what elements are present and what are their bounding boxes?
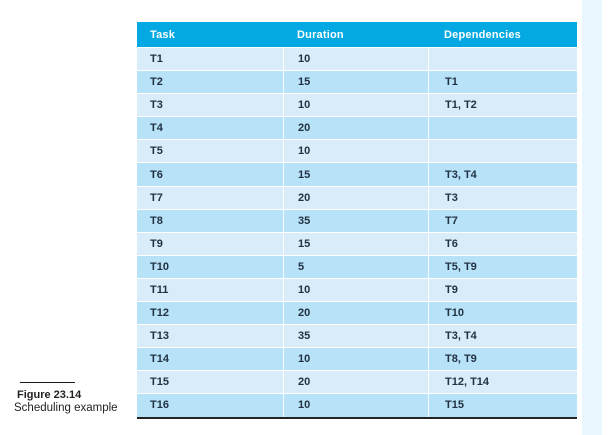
cell-dependencies: T5, T9 xyxy=(428,255,577,278)
table-row: T10 5 T5, T9 xyxy=(137,254,577,278)
table-row: T7 20 T3 xyxy=(137,185,577,209)
table-row: T8 35 T7 xyxy=(137,208,577,232)
cell-task: T10 xyxy=(150,260,169,273)
cell-duration: 10 xyxy=(283,48,428,71)
table-row: T6 15 T3, T4 xyxy=(137,162,577,186)
column-header-duration: Duration xyxy=(297,28,344,41)
cell-dependencies xyxy=(428,117,577,140)
cell-duration: 10 xyxy=(283,94,428,117)
cell-dependencies: T9 xyxy=(428,278,577,302)
figure-caption-block: Figure 23.14 Scheduling example xyxy=(14,382,134,415)
cell-dependencies: T1, T2 xyxy=(428,94,577,117)
cell-duration: 10 xyxy=(283,278,428,302)
cell-dependencies: T10 xyxy=(428,302,577,325)
table-row: T2 15 T1 xyxy=(137,70,577,94)
table-row: T9 15 T6 xyxy=(137,231,577,255)
cell-dependencies xyxy=(428,48,577,71)
page-margin-strip xyxy=(582,0,602,435)
cell-duration: 35 xyxy=(283,325,428,348)
cell-duration: 10 xyxy=(283,394,428,417)
cell-duration: 15 xyxy=(283,71,428,94)
table-row: T5 10 xyxy=(137,139,577,163)
cell-task: T7 xyxy=(150,191,163,204)
table-row: T16 10 T15 xyxy=(137,393,577,417)
table-row: T1 10 xyxy=(137,47,577,71)
cell-duration: 35 xyxy=(283,209,428,232)
cell-task: T2 xyxy=(150,76,163,89)
cell-duration: 10 xyxy=(283,348,428,371)
cell-dependencies xyxy=(428,140,577,163)
cell-dependencies: T3, T4 xyxy=(428,163,577,186)
cell-duration: 10 xyxy=(283,140,428,163)
table-row: T13 35 T3, T4 xyxy=(137,324,577,348)
cell-duration: 15 xyxy=(283,163,428,186)
cell-task: T15 xyxy=(150,376,169,389)
cell-dependencies: T1 xyxy=(428,71,577,94)
cell-dependencies: T8, T9 xyxy=(428,348,577,371)
cell-task: T3 xyxy=(150,99,163,112)
cell-task: T13 xyxy=(150,330,169,343)
cell-dependencies: T7 xyxy=(428,209,577,232)
figure-label: Figure 23.14 xyxy=(17,389,82,401)
cell-task: T1 xyxy=(150,53,163,66)
cell-task: T6 xyxy=(150,168,163,181)
figure-caption: Scheduling example xyxy=(14,402,118,414)
cell-task: T12 xyxy=(150,307,169,320)
scheduling-table: Task Duration Dependencies T1 10 T2 15 T1 T3 1… xyxy=(137,22,577,419)
table-row: T3 10 T1, T2 xyxy=(137,93,577,117)
table-header-row: Task Duration Dependencies xyxy=(137,22,577,47)
table-row: T14 10 T8, T9 xyxy=(137,347,577,371)
cell-duration: 20 xyxy=(283,371,428,394)
cell-dependencies: T6 xyxy=(428,232,577,255)
cell-dependencies: T12, T14 xyxy=(428,371,577,394)
cell-duration: 20 xyxy=(283,302,428,325)
column-header-task: Task xyxy=(150,28,176,41)
cell-task: T14 xyxy=(150,353,169,366)
cell-task: T16 xyxy=(150,399,169,412)
cell-dependencies: T3 xyxy=(428,186,577,209)
cell-task: T9 xyxy=(150,237,163,250)
cell-task: T5 xyxy=(150,145,163,158)
cell-duration: 5 xyxy=(283,255,428,278)
table-body: T1 10 T2 15 T1 T3 10 T1, T2 T4 20 T5 10 T6 15 T3, T4 T7… xyxy=(137,47,577,419)
cell-dependencies: T15 xyxy=(428,394,577,417)
table-row: T12 20 T10 xyxy=(137,301,577,325)
table-row: T4 20 xyxy=(137,116,577,140)
table-row: T15 20 T12, T14 xyxy=(137,370,577,394)
column-header-dependencies: Dependencies xyxy=(444,28,521,41)
caption-rule xyxy=(20,382,75,383)
cell-task: T8 xyxy=(150,214,163,227)
cell-dependencies: T3, T4 xyxy=(428,325,577,348)
cell-task: T4 xyxy=(150,122,163,135)
cell-duration: 20 xyxy=(283,117,428,140)
table-row: T11 10 T9 xyxy=(137,277,577,302)
cell-duration: 15 xyxy=(283,232,428,255)
cell-duration: 20 xyxy=(283,186,428,209)
cell-task: T11 xyxy=(150,283,169,296)
